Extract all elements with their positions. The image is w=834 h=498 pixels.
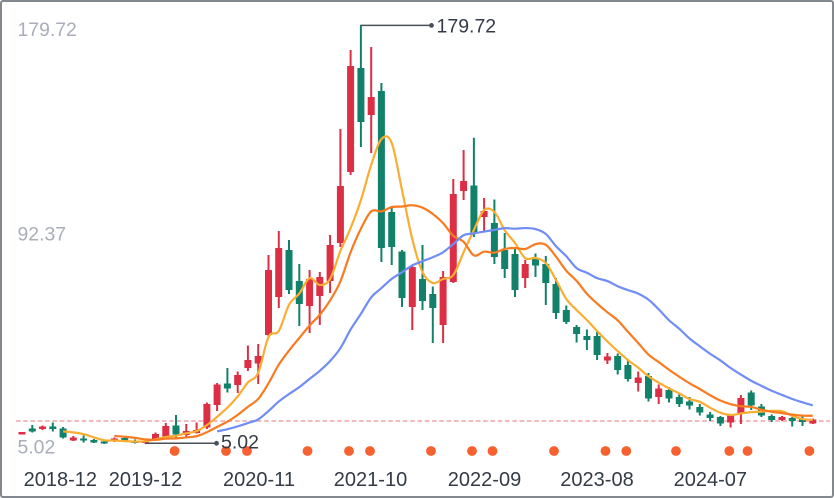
svg-text:2019-12: 2019-12 [109, 469, 182, 491]
svg-text:2021-10: 2021-10 [334, 469, 407, 491]
svg-text:2020-11: 2020-11 [223, 469, 295, 491]
svg-text:5.02: 5.02 [221, 431, 259, 453]
svg-text:5.02: 5.02 [18, 436, 56, 458]
svg-text:2024-07: 2024-07 [674, 469, 747, 491]
svg-text:179.72: 179.72 [18, 19, 77, 41]
svg-text:92.37: 92.37 [18, 224, 67, 246]
svg-text:2022-09: 2022-09 [448, 469, 521, 491]
svg-text:179.72: 179.72 [437, 16, 497, 38]
svg-text:2023-08: 2023-08 [560, 469, 633, 491]
svg-text:2018-12: 2018-12 [24, 469, 97, 491]
